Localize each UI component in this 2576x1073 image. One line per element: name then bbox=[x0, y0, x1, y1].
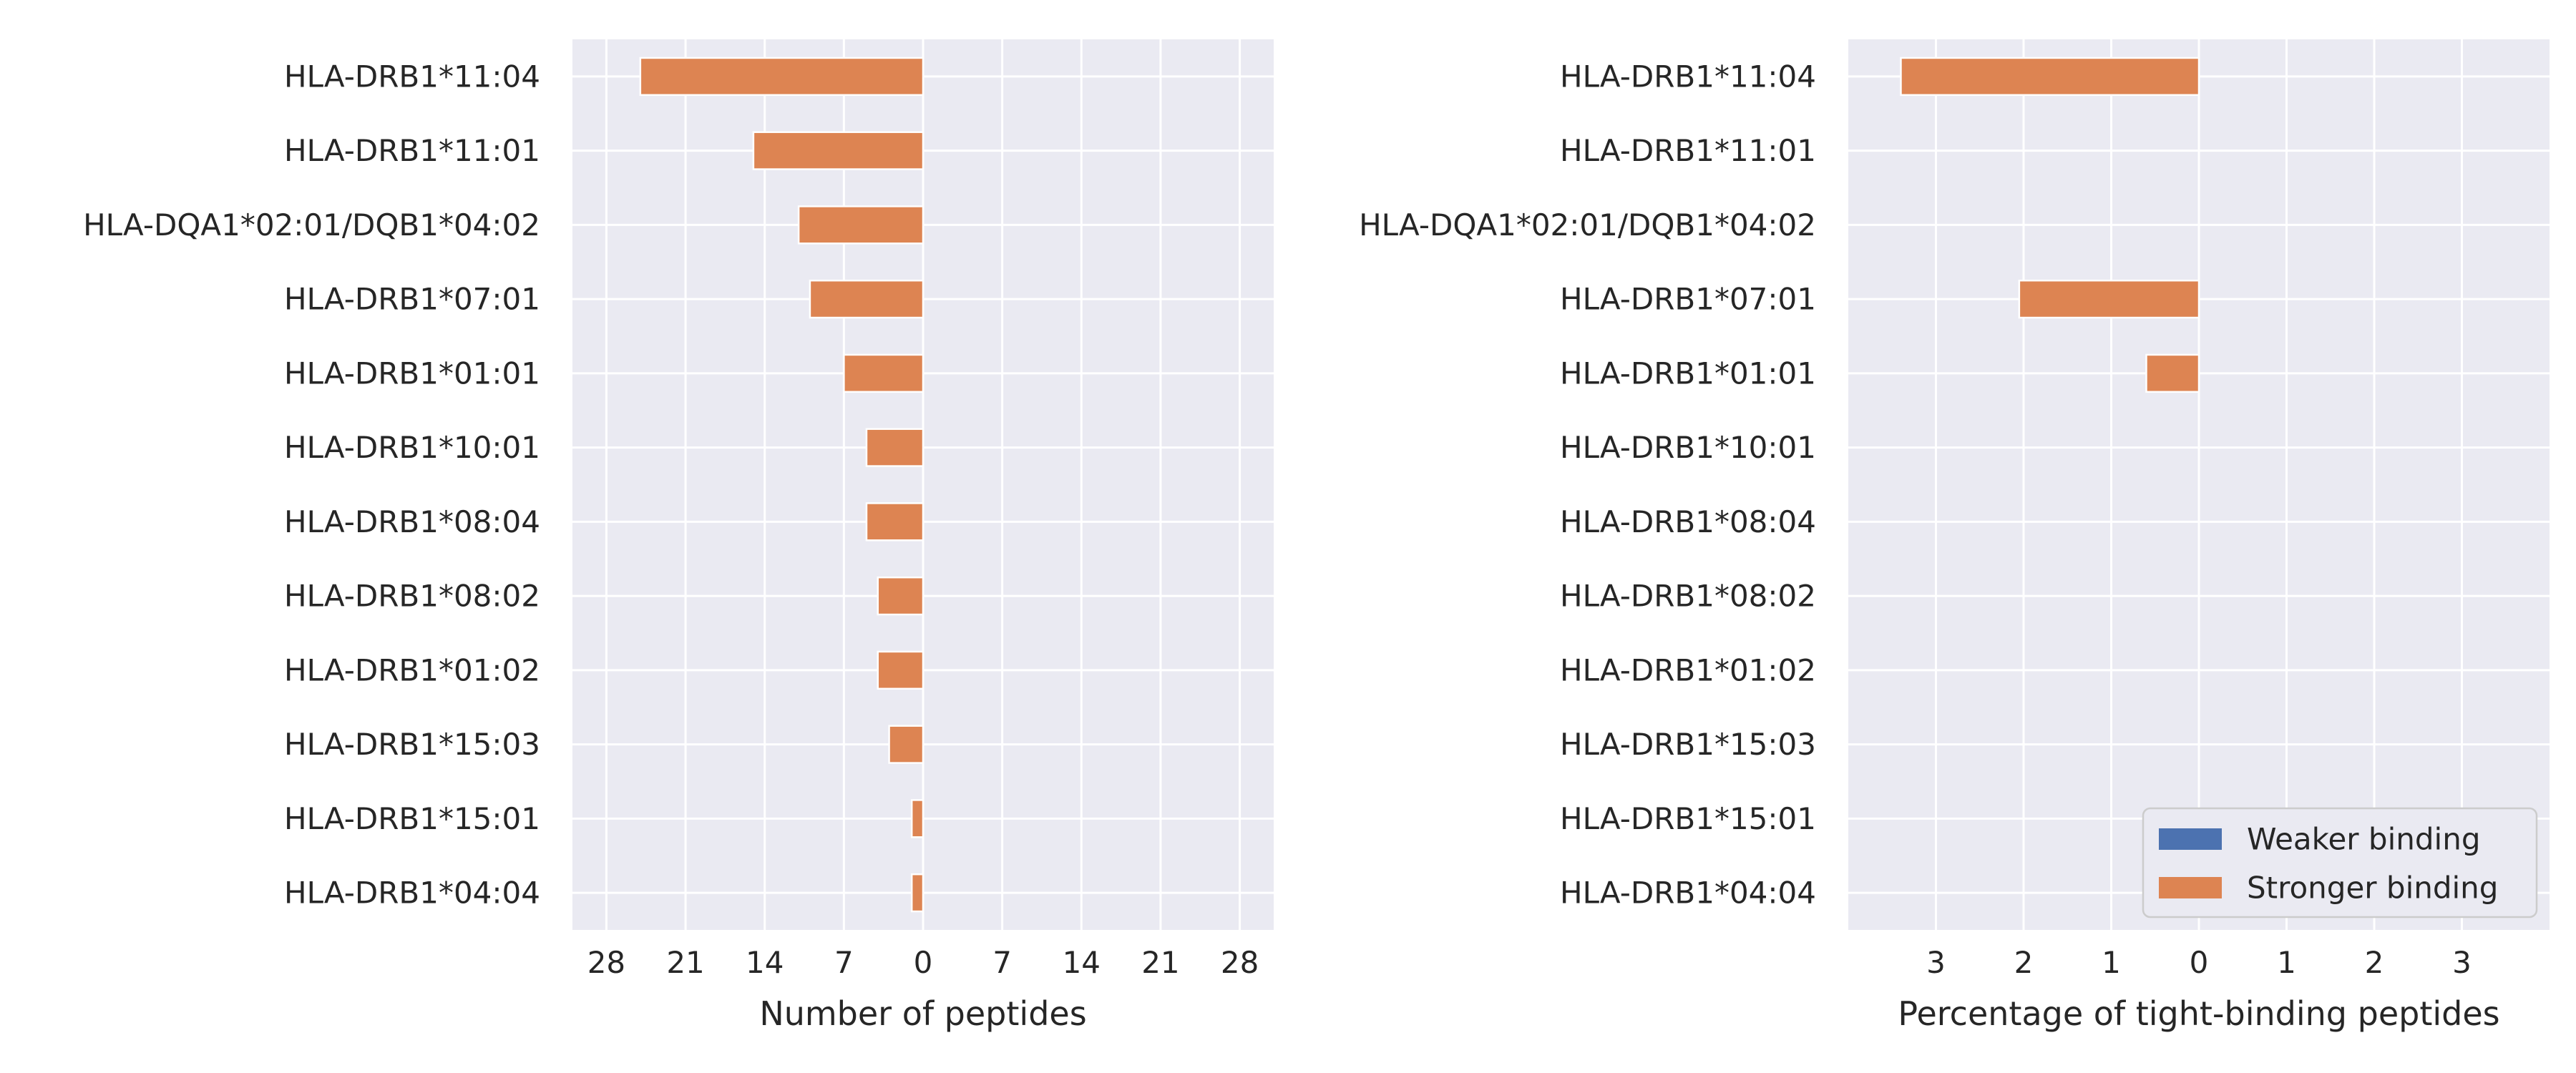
y-tick-label: HLA-DRB1*15:01 bbox=[1560, 801, 1816, 836]
x-tick-label: 0 bbox=[914, 945, 933, 980]
x-tick-label: 1 bbox=[2277, 945, 2296, 980]
y-tick-label: HLA-DRB1*01:01 bbox=[284, 356, 540, 391]
x-tick-label: 0 bbox=[2190, 945, 2209, 980]
x-tick-label: 1 bbox=[2102, 945, 2121, 980]
y-tick-label: HLA-DRB1*07:01 bbox=[284, 282, 540, 317]
legend-swatch-stronger bbox=[2159, 877, 2222, 898]
y-tick-label: HLA-DRB1*01:02 bbox=[1560, 652, 1816, 687]
x-tick-label: 21 bbox=[1141, 945, 1179, 980]
bar-stronger-1 bbox=[1900, 57, 2200, 97]
bar-stronger-2 bbox=[752, 131, 924, 170]
bar-stronger-6 bbox=[865, 428, 924, 467]
x-tick-label: 7 bbox=[992, 945, 1012, 980]
x-tick-label: 2 bbox=[2365, 945, 2384, 980]
y-tick-label: HLA-DRB1*08:04 bbox=[284, 504, 540, 539]
x-tick-label: 3 bbox=[2452, 945, 2472, 980]
y-tick-label: HLA-DRB1*08:02 bbox=[284, 579, 540, 614]
y-tick-label: HLA-DRB1*08:02 bbox=[1560, 579, 1816, 614]
y-tick-label: HLA-DRB1*15:01 bbox=[284, 801, 540, 836]
y-tick-label: HLA-DRB1*11:04 bbox=[284, 59, 540, 94]
bar-stronger-11 bbox=[910, 799, 924, 838]
x-tick-label: 3 bbox=[1926, 945, 1946, 980]
y-tick-label: HLA-DRB1*15:03 bbox=[1560, 727, 1816, 762]
bar-stronger-7 bbox=[865, 502, 924, 542]
bar-stronger-3 bbox=[797, 205, 924, 245]
x-tick-label: 2 bbox=[2014, 945, 2034, 980]
x-tick-label: 7 bbox=[834, 945, 854, 980]
x-axis-label: Percentage of tight-binding peptides bbox=[1898, 994, 2499, 1033]
bar-stronger-1 bbox=[639, 57, 924, 97]
legend: Weaker binding Stronger binding bbox=[2142, 807, 2538, 918]
y-tick-label: HLA-DRB1*11:01 bbox=[1560, 133, 1816, 168]
y-tick-label: HLA-DQA1*02:01/DQB1*04:02 bbox=[83, 207, 540, 242]
y-tick-label: HLA-DRB1*04:04 bbox=[1560, 876, 1816, 911]
x-tick-label: 28 bbox=[1221, 945, 1259, 980]
legend-swatch-weaker bbox=[2159, 828, 2222, 850]
y-tick-label: HLA-DRB1*10:01 bbox=[284, 430, 540, 465]
bar-stronger-5 bbox=[843, 353, 924, 393]
chart-panel-2: HLA-DRB1*11:04 HLA-DRB1*11:01 HLA-DQA1*02:… bbox=[1359, 39, 2550, 1033]
y-tick-label: HLA-DRB1*11:04 bbox=[1560, 59, 1816, 94]
y-tick-label: HLA-DRB1*15:03 bbox=[284, 727, 540, 762]
y-tick-label: HLA-DRB1*08:04 bbox=[1560, 504, 1816, 539]
y-tick-label: HLA-DRB1*10:01 bbox=[1560, 430, 1816, 465]
bar-stronger-5 bbox=[2145, 353, 2200, 393]
chart-panel-1: HLA-DRB1*11:04 HLA-DRB1*11:01 HLA-DQA1*02:… bbox=[83, 39, 1274, 1033]
y-tick-label: HLA-DRB1*04:04 bbox=[284, 876, 540, 911]
legend-label: Stronger binding bbox=[2247, 871, 2498, 906]
y-tick-label: HLA-DQA1*02:01/DQB1*04:02 bbox=[1359, 207, 1816, 242]
y-tick-label: HLA-DRB1*11:01 bbox=[284, 133, 540, 168]
y-tick-label: HLA-DRB1*01:01 bbox=[1560, 356, 1816, 391]
bar-stronger-12 bbox=[910, 873, 924, 913]
legend-box bbox=[2142, 807, 2538, 918]
x-axis-label: Number of peptides bbox=[759, 994, 1086, 1033]
bar-stronger-4 bbox=[2018, 279, 2200, 319]
x-tick-label: 28 bbox=[587, 945, 625, 980]
y-tick-label: HLA-DRB1*01:02 bbox=[284, 652, 540, 687]
legend-label: Weaker binding bbox=[2247, 822, 2480, 857]
y-tick-label: HLA-DRB1*07:01 bbox=[1560, 282, 1816, 317]
x-tick-label: 14 bbox=[746, 945, 784, 980]
bar-stronger-4 bbox=[809, 279, 924, 319]
bar-stronger-9 bbox=[877, 650, 924, 690]
bar-stronger-8 bbox=[877, 576, 924, 616]
bar-stronger-10 bbox=[888, 725, 924, 764]
x-tick-label: 14 bbox=[1063, 945, 1101, 980]
x-tick-label: 21 bbox=[666, 945, 704, 980]
